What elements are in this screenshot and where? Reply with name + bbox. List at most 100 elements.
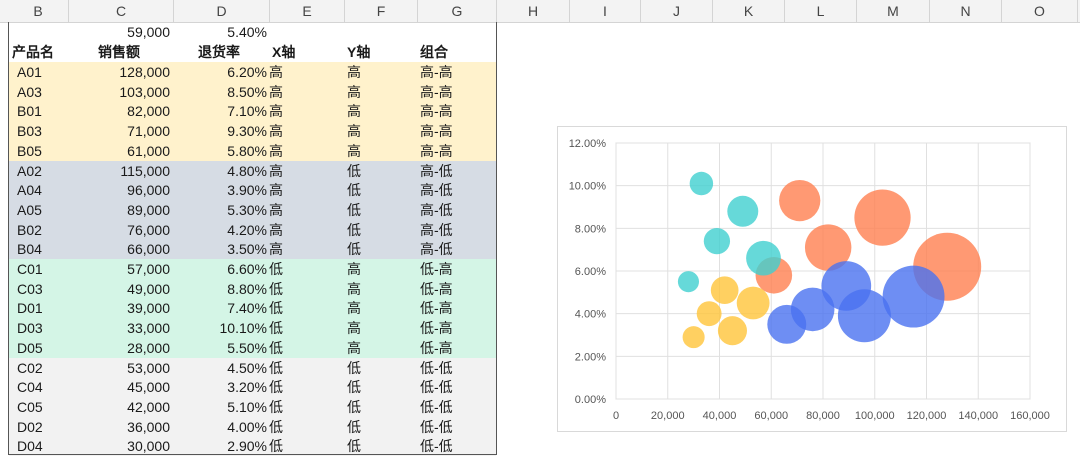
column-header-f[interactable]: F [345, 0, 418, 22]
avg-return-cell[interactable]: 5.40% [227, 24, 267, 40]
combo-cell[interactable]: 低-低 [420, 418, 453, 435]
column-header-h[interactable]: H [497, 0, 570, 22]
y-axis-cell[interactable]: 低 [347, 418, 361, 435]
x-axis-cell[interactable]: 低 [269, 379, 283, 396]
product-cell[interactable]: D05 [17, 339, 43, 356]
x-axis-cell[interactable]: 高 [269, 123, 283, 140]
return-rate-cell[interactable]: 5.80% [227, 142, 267, 159]
x-axis-cell[interactable]: 低 [269, 398, 283, 415]
sales-cell[interactable]: 96,000 [127, 182, 170, 199]
return-rate-cell[interactable]: 8.80% [227, 280, 267, 297]
product-cell[interactable]: C01 [17, 261, 43, 277]
x-axis-cell[interactable]: 低 [269, 261, 283, 277]
x-axis-cell[interactable]: 高 [269, 221, 283, 238]
combo-cell[interactable]: 低-高 [420, 320, 453, 337]
header-combo[interactable]: 组合 [420, 44, 448, 60]
return-rate-cell[interactable]: 5.10% [227, 398, 267, 415]
return-rate-cell[interactable]: 10.10% [219, 320, 267, 337]
product-cell[interactable]: A03 [17, 83, 42, 100]
sales-cell[interactable]: 71,000 [127, 123, 170, 140]
y-axis-cell[interactable]: 高 [347, 261, 361, 277]
combo-cell[interactable]: 低-高 [420, 261, 453, 277]
y-axis-cell[interactable]: 低 [347, 241, 361, 258]
sales-cell[interactable]: 28,000 [127, 339, 170, 356]
product-cell[interactable]: D01 [17, 300, 43, 317]
sales-cell[interactable]: 33,000 [127, 320, 170, 337]
product-cell[interactable]: B05 [17, 142, 42, 159]
header-x-axis[interactable]: X轴 [272, 44, 296, 60]
sales-cell[interactable]: 42,000 [127, 398, 170, 415]
column-header-k[interactable]: K [713, 0, 785, 22]
column-header-n[interactable]: N [930, 0, 1002, 22]
avg-sales-cell[interactable]: 59,000 [127, 24, 170, 40]
header-return-rate[interactable]: 退货率 [198, 44, 240, 60]
header-y-axis[interactable]: Y轴 [347, 44, 371, 60]
x-axis-cell[interactable]: 高 [269, 182, 283, 199]
column-header-o[interactable]: O [1002, 0, 1078, 22]
return-rate-cell[interactable]: 2.90% [227, 438, 267, 455]
y-axis-cell[interactable]: 低 [347, 359, 361, 376]
y-axis-cell[interactable]: 低 [347, 438, 361, 455]
combo-cell[interactable]: 高-低 [420, 201, 453, 218]
product-cell[interactable]: C02 [17, 359, 43, 376]
combo-cell[interactable]: 高-高 [420, 83, 453, 100]
y-axis-cell[interactable]: 高 [347, 320, 361, 337]
x-axis-cell[interactable]: 高 [269, 64, 283, 80]
return-rate-cell[interactable]: 3.20% [227, 379, 267, 396]
product-cell[interactable]: A02 [17, 162, 42, 179]
x-axis-cell[interactable]: 低 [269, 359, 283, 376]
column-header-g[interactable]: G [418, 0, 497, 22]
sales-cell[interactable]: 49,000 [127, 280, 170, 297]
x-axis-cell[interactable]: 低 [269, 418, 283, 435]
product-cell[interactable]: D02 [17, 418, 43, 435]
y-axis-cell[interactable]: 低 [347, 182, 361, 199]
return-rate-cell[interactable]: 7.10% [227, 103, 267, 120]
y-axis-cell[interactable]: 高 [347, 280, 361, 297]
y-axis-cell[interactable]: 高 [347, 83, 361, 100]
x-axis-cell[interactable]: 低 [269, 339, 283, 356]
sales-cell[interactable]: 66,000 [127, 241, 170, 258]
column-header-j[interactable]: J [641, 0, 713, 22]
return-rate-cell[interactable]: 6.20% [227, 64, 267, 80]
x-axis-cell[interactable]: 低 [269, 320, 283, 337]
product-cell[interactable]: A04 [17, 182, 42, 199]
y-axis-cell[interactable]: 高 [347, 300, 361, 317]
product-cell[interactable]: D04 [17, 438, 43, 455]
sales-cell[interactable]: 30,000 [127, 438, 170, 455]
sales-cell[interactable]: 61,000 [127, 142, 170, 159]
y-axis-cell[interactable]: 低 [347, 162, 361, 179]
combo-cell[interactable]: 低-高 [420, 339, 453, 356]
column-header-e[interactable]: E [270, 0, 345, 22]
combo-cell[interactable]: 低-高 [420, 300, 453, 317]
product-cell[interactable]: B04 [17, 241, 42, 258]
return-rate-cell[interactable]: 3.90% [227, 182, 267, 199]
product-cell[interactable]: A05 [17, 201, 42, 218]
product-cell[interactable]: C04 [17, 379, 43, 396]
column-header-m[interactable]: M [857, 0, 930, 22]
y-axis-cell[interactable]: 低 [347, 379, 361, 396]
header-product[interactable]: 产品名 [12, 44, 54, 60]
combo-cell[interactable]: 高-低 [420, 182, 453, 199]
combo-cell[interactable]: 低-低 [420, 379, 453, 396]
return-rate-cell[interactable]: 6.60% [227, 261, 267, 277]
return-rate-cell[interactable]: 5.50% [227, 339, 267, 356]
sales-cell[interactable]: 115,000 [120, 162, 170, 179]
sales-cell[interactable]: 57,000 [127, 261, 170, 277]
y-axis-cell[interactable]: 高 [347, 64, 361, 80]
column-header-c[interactable]: C [69, 0, 174, 22]
product-cell[interactable]: B03 [17, 123, 42, 140]
column-header-b[interactable]: B [8, 0, 69, 22]
return-rate-cell[interactable]: 9.30% [227, 123, 267, 140]
x-axis-cell[interactable]: 高 [269, 241, 283, 258]
x-axis-cell[interactable]: 低 [269, 280, 283, 297]
x-axis-cell[interactable]: 高 [269, 162, 283, 179]
x-axis-cell[interactable]: 低 [269, 300, 283, 317]
bubble-chart[interactable]: 0.00% 2.00% 4.00% 6.00% 8.00% 10.00% 12.00% 0 20… [557, 126, 1067, 432]
y-axis-cell[interactable]: 高 [347, 103, 361, 120]
y-axis-cell[interactable]: 低 [347, 398, 361, 415]
x-axis-cell[interactable]: 高 [269, 83, 283, 100]
combo-cell[interactable]: 低-高 [420, 280, 453, 297]
combo-cell[interactable]: 高-高 [420, 142, 453, 159]
column-header-i[interactable]: I [570, 0, 641, 22]
column-header-l[interactable]: L [785, 0, 857, 22]
